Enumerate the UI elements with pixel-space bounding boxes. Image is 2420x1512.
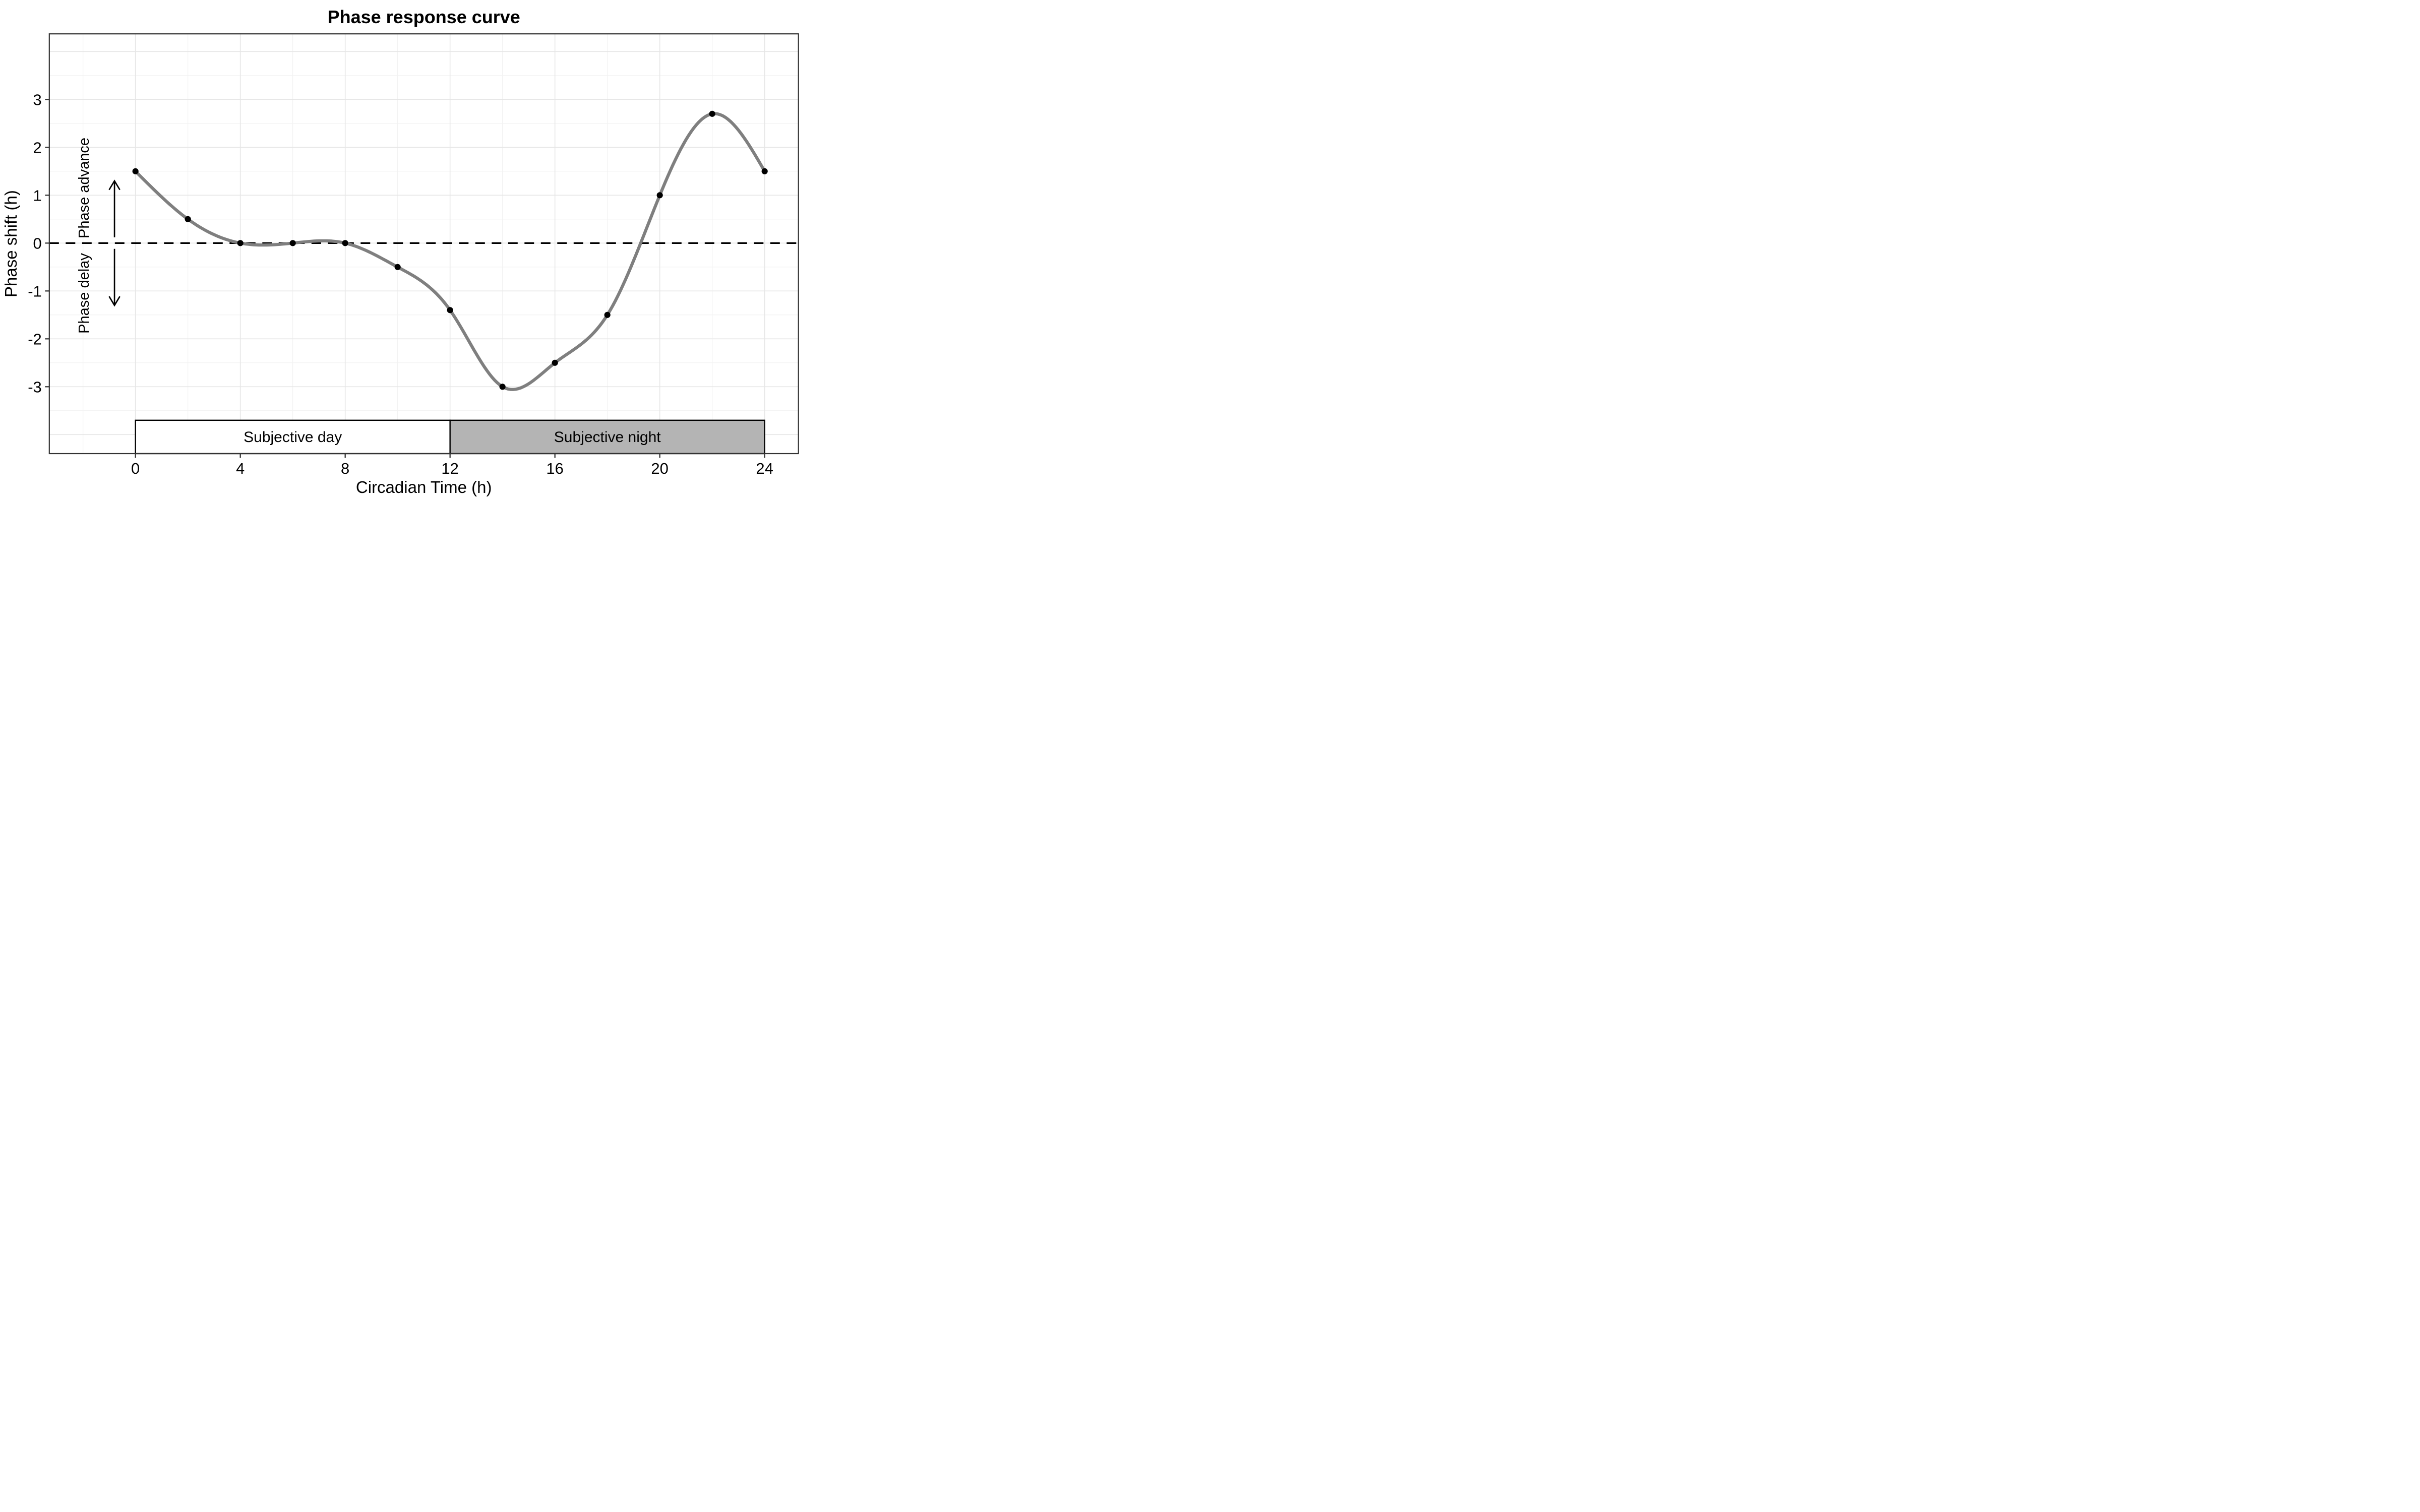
data-point [656, 192, 663, 199]
y-tick-label: 2 [33, 139, 42, 156]
x-axis: 0 4 8 12 16 20 24 [131, 454, 773, 477]
subjective-night-band [449, 419, 765, 455]
chart-title: Phase response curve [328, 7, 520, 27]
data-point [289, 240, 296, 246]
phase-advance-label: Phase advance [76, 138, 92, 238]
y-tick-label: 0 [33, 234, 42, 252]
subjective-bands [135, 419, 765, 455]
x-axis-title: Circadian Time (h) [356, 478, 492, 496]
x-tick-label: 24 [756, 460, 773, 477]
y-tick-label: -1 [28, 282, 42, 300]
data-point [709, 110, 715, 117]
phase-response-curve-figure: Subjective day Subjective night Phase ad… [0, 0, 807, 504]
data-point [604, 311, 611, 318]
gridlines [49, 34, 799, 454]
data-points-layer [132, 110, 768, 390]
data-point [185, 216, 191, 222]
data-point [552, 359, 558, 366]
data-point [342, 240, 348, 246]
data-point [447, 307, 453, 313]
panel-border [48, 33, 799, 455]
y-tick-label: 1 [33, 186, 42, 204]
data-point [394, 264, 401, 270]
phase-delay-arrow [108, 248, 120, 307]
data-point [761, 168, 768, 174]
x-tick-label: 16 [546, 460, 563, 477]
y-tick-label: 3 [33, 91, 42, 108]
x-tick-label: 20 [651, 460, 668, 477]
arrow-head [108, 179, 120, 191]
subjective-day-label: Subjective day [244, 429, 342, 446]
x-tick-label: 4 [236, 460, 245, 477]
x-tick-label: 12 [441, 460, 458, 477]
data-point [132, 168, 139, 174]
phase-advance-arrow [108, 179, 120, 237]
annotation-arrows [108, 179, 120, 307]
data-point [237, 240, 244, 246]
y-axis: 3 2 1 0 -1 -2 -3 [28, 91, 49, 396]
phase-delay-label: Phase delay [76, 253, 92, 334]
data-point [499, 384, 506, 390]
x-tick-label: 0 [131, 460, 140, 477]
x-tick-label: 8 [341, 460, 349, 477]
y-tick-label: -2 [28, 330, 42, 348]
arrow-head [108, 296, 120, 307]
y-tick-label: -3 [28, 378, 42, 396]
y-axis-title: Phase shift (h) [2, 190, 20, 297]
subjective-night-label: Subjective night [554, 429, 661, 446]
